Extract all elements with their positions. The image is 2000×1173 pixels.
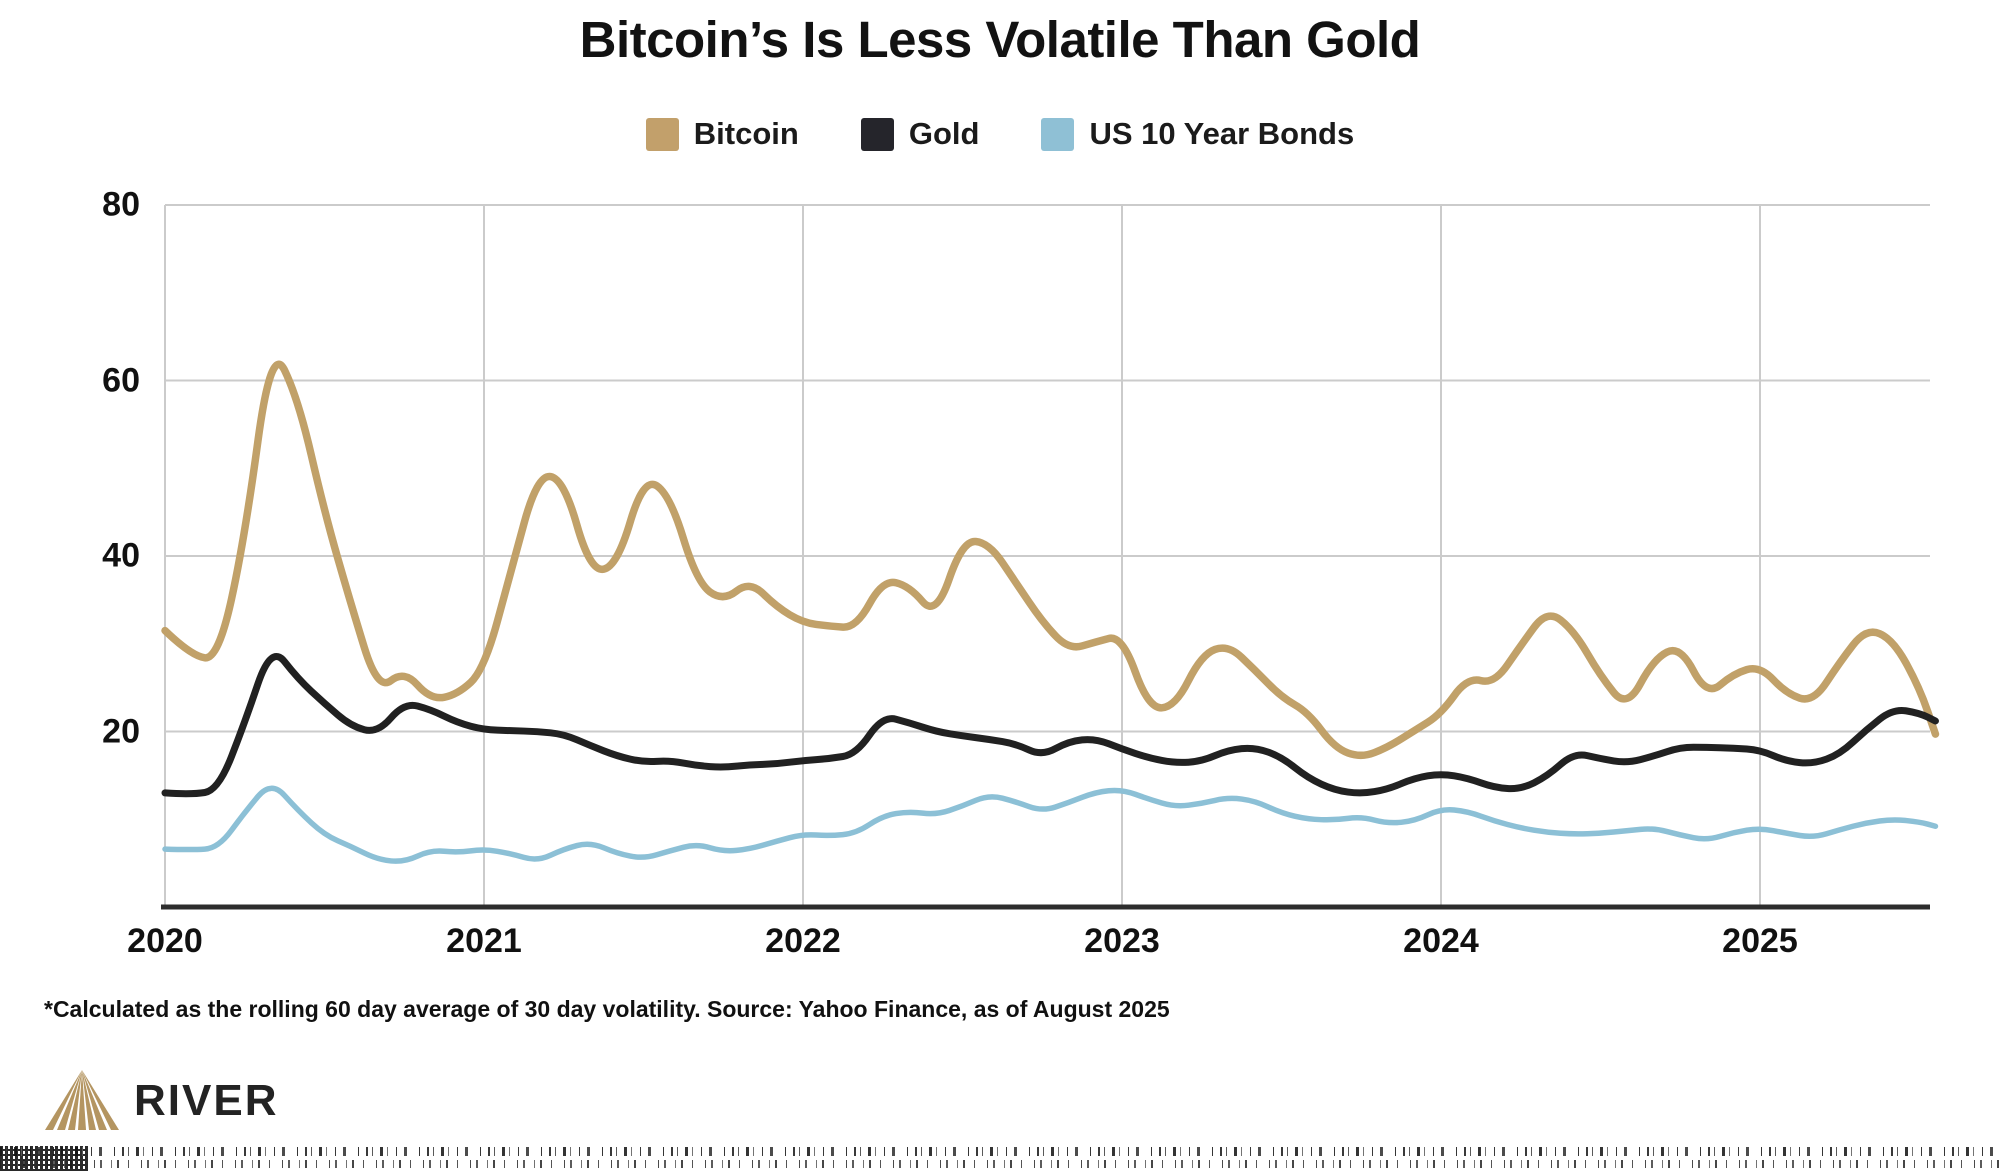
river-logo-text: RIVER bbox=[134, 1076, 279, 1125]
series-line-us-10-year-bonds bbox=[162, 785, 1939, 864]
x-axis-tick-label: 2025 bbox=[1722, 922, 1798, 960]
y-axis-tick-label: 80 bbox=[102, 185, 140, 224]
noise-row-1 bbox=[0, 1147, 2000, 1156]
footnote: *Calculated as the rolling 60 day averag… bbox=[44, 996, 1170, 1022]
legend-item-bonds: US 10 Year Bonds bbox=[1041, 116, 1354, 152]
chart-title: Bitcoin’s Is Less Volatile Than Gold bbox=[579, 11, 1421, 68]
river-logo: RIVER bbox=[44, 1068, 278, 1134]
legend: Bitcoin Gold US 10 Year Bonds bbox=[0, 116, 2000, 152]
legend-label-gold: Gold bbox=[908, 116, 980, 151]
legend-swatch-bitcoin bbox=[645, 117, 679, 151]
legend-item-bitcoin: Bitcoin bbox=[645, 116, 799, 152]
series-line-gold bbox=[161, 653, 1939, 798]
legend-swatch-bonds bbox=[1041, 117, 1075, 151]
x-axis-tick-label: 2021 bbox=[446, 922, 522, 960]
series-line-bitcoin bbox=[161, 360, 1940, 760]
river-logo-icon bbox=[45, 1070, 119, 1130]
noise-row-2 bbox=[0, 1160, 2000, 1168]
legend-swatch-gold bbox=[860, 117, 894, 151]
y-axis-tick-label: 20 bbox=[102, 712, 140, 750]
noise-strip bbox=[0, 1146, 2000, 1173]
x-axis-tick-label: 2023 bbox=[1084, 922, 1160, 960]
legend-item-gold: Gold bbox=[860, 116, 980, 152]
y-axis-tick-label: 40 bbox=[102, 536, 140, 575]
x-axis-tick-label: 2020 bbox=[127, 922, 203, 960]
x-axis-tick-label: 2024 bbox=[1403, 922, 1479, 960]
legend-label-bitcoin: Bitcoin bbox=[693, 116, 799, 151]
legend-label-bonds: US 10 Year Bonds bbox=[1089, 116, 1355, 151]
y-axis-tick-label: 60 bbox=[102, 361, 140, 399]
x-axis-tick-label: 2022 bbox=[765, 922, 841, 960]
